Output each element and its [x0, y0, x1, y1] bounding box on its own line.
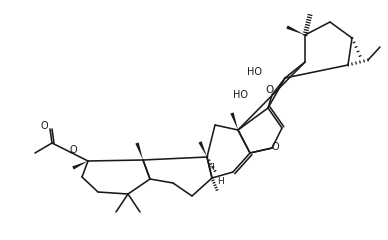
- Polygon shape: [286, 25, 305, 35]
- Text: HO: HO: [232, 90, 248, 100]
- Text: O: O: [266, 85, 274, 95]
- Text: H: H: [207, 163, 213, 173]
- Polygon shape: [230, 112, 238, 130]
- Text: O: O: [271, 142, 279, 152]
- Text: O: O: [69, 145, 77, 155]
- Polygon shape: [72, 161, 88, 170]
- Text: O: O: [40, 121, 48, 131]
- Text: HO: HO: [248, 67, 263, 77]
- Polygon shape: [198, 141, 207, 157]
- Polygon shape: [135, 142, 143, 160]
- Text: H: H: [217, 176, 223, 186]
